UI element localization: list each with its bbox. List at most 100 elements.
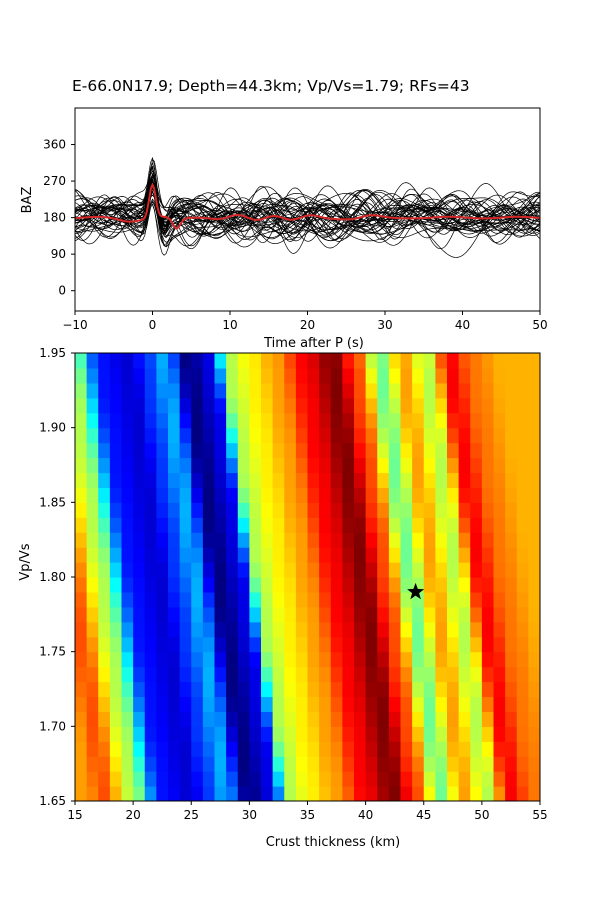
hk-cell xyxy=(121,771,134,787)
hk-cell xyxy=(98,457,111,474)
hk-cell xyxy=(237,681,250,698)
hk-cell xyxy=(144,412,157,429)
hk-cell xyxy=(388,547,402,563)
hk-cell xyxy=(75,681,88,698)
hk-cell xyxy=(295,562,309,578)
hk-cell xyxy=(435,741,448,757)
hk-cell xyxy=(447,636,460,653)
hk-cell xyxy=(272,666,285,683)
hk-cell xyxy=(226,711,239,727)
hk-cell xyxy=(319,711,332,727)
hk-x-tick-label: 20 xyxy=(125,808,140,822)
hk-cell xyxy=(214,771,227,787)
hk-cell xyxy=(109,382,123,399)
hk-cell xyxy=(191,547,204,563)
hk-cell xyxy=(319,606,332,623)
hk-cell xyxy=(191,412,204,429)
hk-cell xyxy=(86,711,99,727)
hk-cell xyxy=(261,771,274,787)
hk-cell xyxy=(412,547,425,563)
hk-cell xyxy=(319,487,332,503)
hk-cell xyxy=(179,442,192,459)
hk-cell xyxy=(261,487,274,503)
hk-cell xyxy=(330,681,343,698)
hk-cell xyxy=(261,517,274,533)
hk-cell xyxy=(272,517,285,533)
hk-cell xyxy=(272,532,285,548)
hk-cell xyxy=(191,487,204,503)
hk-cell xyxy=(528,696,540,712)
hk-cell xyxy=(528,636,540,653)
hk-cell xyxy=(423,532,436,548)
hk-cell xyxy=(121,636,134,653)
hk-cell xyxy=(121,666,134,683)
hk-cell xyxy=(435,606,448,623)
hk-cell xyxy=(156,382,169,399)
hk-cell xyxy=(400,412,413,429)
hk-cell xyxy=(330,502,343,518)
hk-cell xyxy=(435,771,448,787)
hk-cell xyxy=(214,577,227,593)
hk-cell xyxy=(365,666,378,683)
hk-cell xyxy=(86,367,99,384)
hk-cell xyxy=(133,786,146,801)
hk-cell xyxy=(284,741,297,757)
hk-cell xyxy=(516,487,529,503)
hk-cell xyxy=(272,786,285,801)
hk-y-tick-label: 1.95 xyxy=(39,346,66,360)
hk-cell xyxy=(191,591,204,608)
hk-cell xyxy=(133,726,146,742)
hk-cell xyxy=(191,726,204,742)
hk-cell xyxy=(179,756,192,772)
hk-cell xyxy=(191,367,204,384)
hk-cell xyxy=(179,741,192,757)
hk-cell xyxy=(319,353,332,369)
hk-cell xyxy=(98,517,111,533)
hk-cell xyxy=(377,412,390,429)
hk-cell xyxy=(191,532,204,548)
hk-cell xyxy=(86,786,99,801)
hk-cell xyxy=(144,621,157,638)
hk-cell xyxy=(98,382,111,399)
hk-cell xyxy=(319,681,332,698)
rf-x-tick-label: 20 xyxy=(300,318,315,332)
hk-cell xyxy=(458,487,471,503)
hk-cell xyxy=(319,397,332,414)
hk-cell xyxy=(470,457,483,474)
hk-cell xyxy=(435,517,448,533)
hk-cell xyxy=(481,397,495,414)
hk-cell xyxy=(226,562,239,578)
hk-cell xyxy=(447,786,460,801)
hk-cell xyxy=(470,711,483,727)
hk-cell xyxy=(284,367,297,384)
hk-cell xyxy=(435,591,448,608)
rf-x-axis-label: Time after P (s) xyxy=(263,336,364,351)
hk-cell xyxy=(458,472,471,488)
hk-cell xyxy=(156,502,169,518)
hk-cell xyxy=(481,771,495,787)
hk-cell xyxy=(365,397,378,414)
hk-cell xyxy=(330,577,343,593)
hk-cell xyxy=(423,591,436,608)
hk-cell xyxy=(261,651,274,668)
hk-cell xyxy=(121,442,134,459)
hk-cell xyxy=(261,353,274,369)
hk-cell xyxy=(121,547,134,563)
hk-cell xyxy=(249,412,262,429)
hk-cell xyxy=(330,711,343,727)
hk-cell xyxy=(435,487,448,503)
hk-cell xyxy=(470,353,483,369)
hk-cell xyxy=(458,591,471,608)
hk-cell xyxy=(505,532,518,548)
hk-cell xyxy=(505,666,518,683)
hk-cell xyxy=(144,756,157,772)
hk-cell xyxy=(75,711,88,727)
hk-cell xyxy=(447,353,460,369)
hk-cell xyxy=(75,547,88,563)
hk-cell xyxy=(179,562,192,578)
hk-cell xyxy=(214,606,227,623)
hk-cell xyxy=(214,591,227,608)
hk-cell xyxy=(86,696,99,712)
hk-cell xyxy=(179,547,192,563)
hk-cell xyxy=(342,606,355,623)
